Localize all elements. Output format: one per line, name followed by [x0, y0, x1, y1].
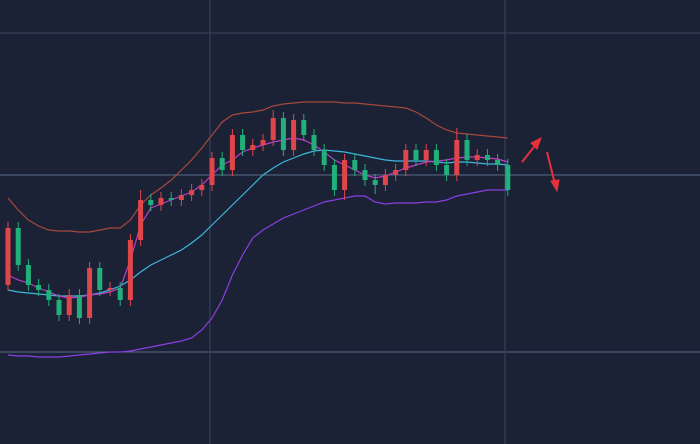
candle-body [76, 295, 82, 318]
arrow [546, 151, 556, 185]
arrow-head [550, 179, 560, 193]
indicator-line [7, 101, 508, 233]
candle-body [505, 165, 511, 190]
candle-body [56, 300, 62, 315]
candle-body [331, 165, 337, 190]
candle-body [240, 135, 246, 150]
plot [5, 101, 511, 358]
candle-body [5, 228, 11, 285]
candle-body [464, 140, 470, 160]
candle-body [127, 240, 133, 300]
candle-body [342, 160, 348, 190]
candle-body [229, 135, 235, 170]
candle-body [25, 265, 31, 285]
candle-body [301, 120, 307, 135]
candle-body [454, 140, 460, 175]
candle-body [362, 170, 368, 180]
candle-body [413, 150, 419, 160]
candle-body [250, 145, 256, 150]
candle-body [15, 228, 21, 265]
candle-body [311, 135, 317, 150]
candle-body [474, 155, 480, 160]
candle-body [199, 185, 205, 190]
candle-body [117, 288, 123, 300]
candle-body [178, 195, 184, 200]
candle-body [97, 268, 103, 290]
candle-body [209, 158, 215, 185]
candle-body [495, 160, 501, 165]
arrow-head [530, 136, 542, 150]
candle-body [87, 268, 93, 318]
candle-body [352, 160, 358, 170]
candle-body [36, 285, 42, 290]
candle-body [382, 175, 388, 185]
candle-body [280, 118, 286, 150]
candle-body [260, 140, 266, 145]
candle-body [189, 190, 195, 195]
arrows [521, 136, 560, 193]
candle-body [433, 150, 439, 165]
candle-body [46, 290, 52, 300]
candle-body [372, 180, 378, 185]
candle-body [423, 150, 429, 160]
candle-body [168, 198, 174, 200]
candle-body [291, 120, 297, 150]
candle-body [393, 170, 399, 175]
candle-body [403, 150, 409, 170]
indicator-line [7, 189, 508, 358]
candle-body [270, 118, 276, 140]
candle-body [484, 155, 490, 160]
candle-body [66, 295, 72, 315]
candle-body [148, 200, 154, 205]
candle-body [138, 200, 144, 240]
candle-body [107, 288, 113, 290]
candle-body [321, 150, 327, 165]
candle-body [158, 198, 164, 205]
candle-body [219, 158, 225, 170]
candle-body [444, 165, 450, 175]
